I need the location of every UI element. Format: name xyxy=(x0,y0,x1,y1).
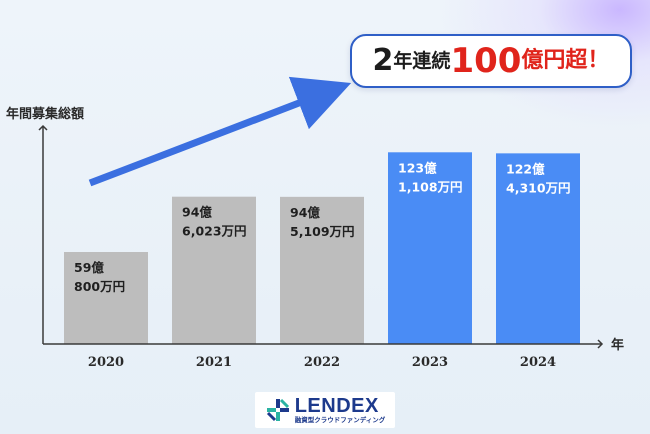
logo-subtitle: 融資型クラウドファンディング xyxy=(294,416,386,425)
bar-value-label-2022: 5,109万円 xyxy=(290,224,355,239)
bar-value-label-2020: 59億 xyxy=(74,260,104,275)
banner-highlight-number: 100 xyxy=(450,41,522,81)
bar-2024 xyxy=(496,153,580,344)
x-tick-label-2022: 2022 xyxy=(304,355,340,370)
x-axis-unit: 年 xyxy=(611,338,625,353)
lendex-logo: LENDEX 融資型クラウドファンディング xyxy=(255,392,395,428)
bar-2020 xyxy=(64,252,148,344)
y-axis-label: 年間募集総額 xyxy=(6,107,85,122)
bar-value-label-2023: 1,108万円 xyxy=(398,179,463,194)
bar-value-label-2024: 122億 xyxy=(506,161,545,176)
x-tick-label-2024: 2024 xyxy=(520,355,556,370)
bar-value-label-2023: 123億 xyxy=(398,160,437,175)
bar-2023 xyxy=(388,152,472,344)
bar-2021 xyxy=(172,196,256,344)
bar-value-label-2024: 4,310万円 xyxy=(506,180,571,195)
headline-banner: 2 年連続 100 億円超！ xyxy=(350,34,632,88)
bar-value-label-2020: 800万円 xyxy=(74,279,125,294)
bar-value-label-2021: 94億 xyxy=(182,205,212,220)
bar-value-label-2021: 6,023万円 xyxy=(182,224,247,239)
bar-value-label-2022: 94億 xyxy=(290,205,320,220)
x-tick-label-2020: 2020 xyxy=(88,355,124,370)
banner-number: 2 xyxy=(372,43,394,78)
logo-name: LENDEX xyxy=(294,395,379,418)
banner-highlight-text: 億円超！ xyxy=(521,48,610,73)
lendex-logo-icon xyxy=(266,398,289,422)
growth-arrow xyxy=(88,76,352,187)
banner-text: 年連続 xyxy=(393,49,451,72)
x-tick-label-2023: 2023 xyxy=(412,355,448,370)
bar-2022 xyxy=(280,196,364,344)
x-tick-label-2021: 2021 xyxy=(196,355,232,370)
